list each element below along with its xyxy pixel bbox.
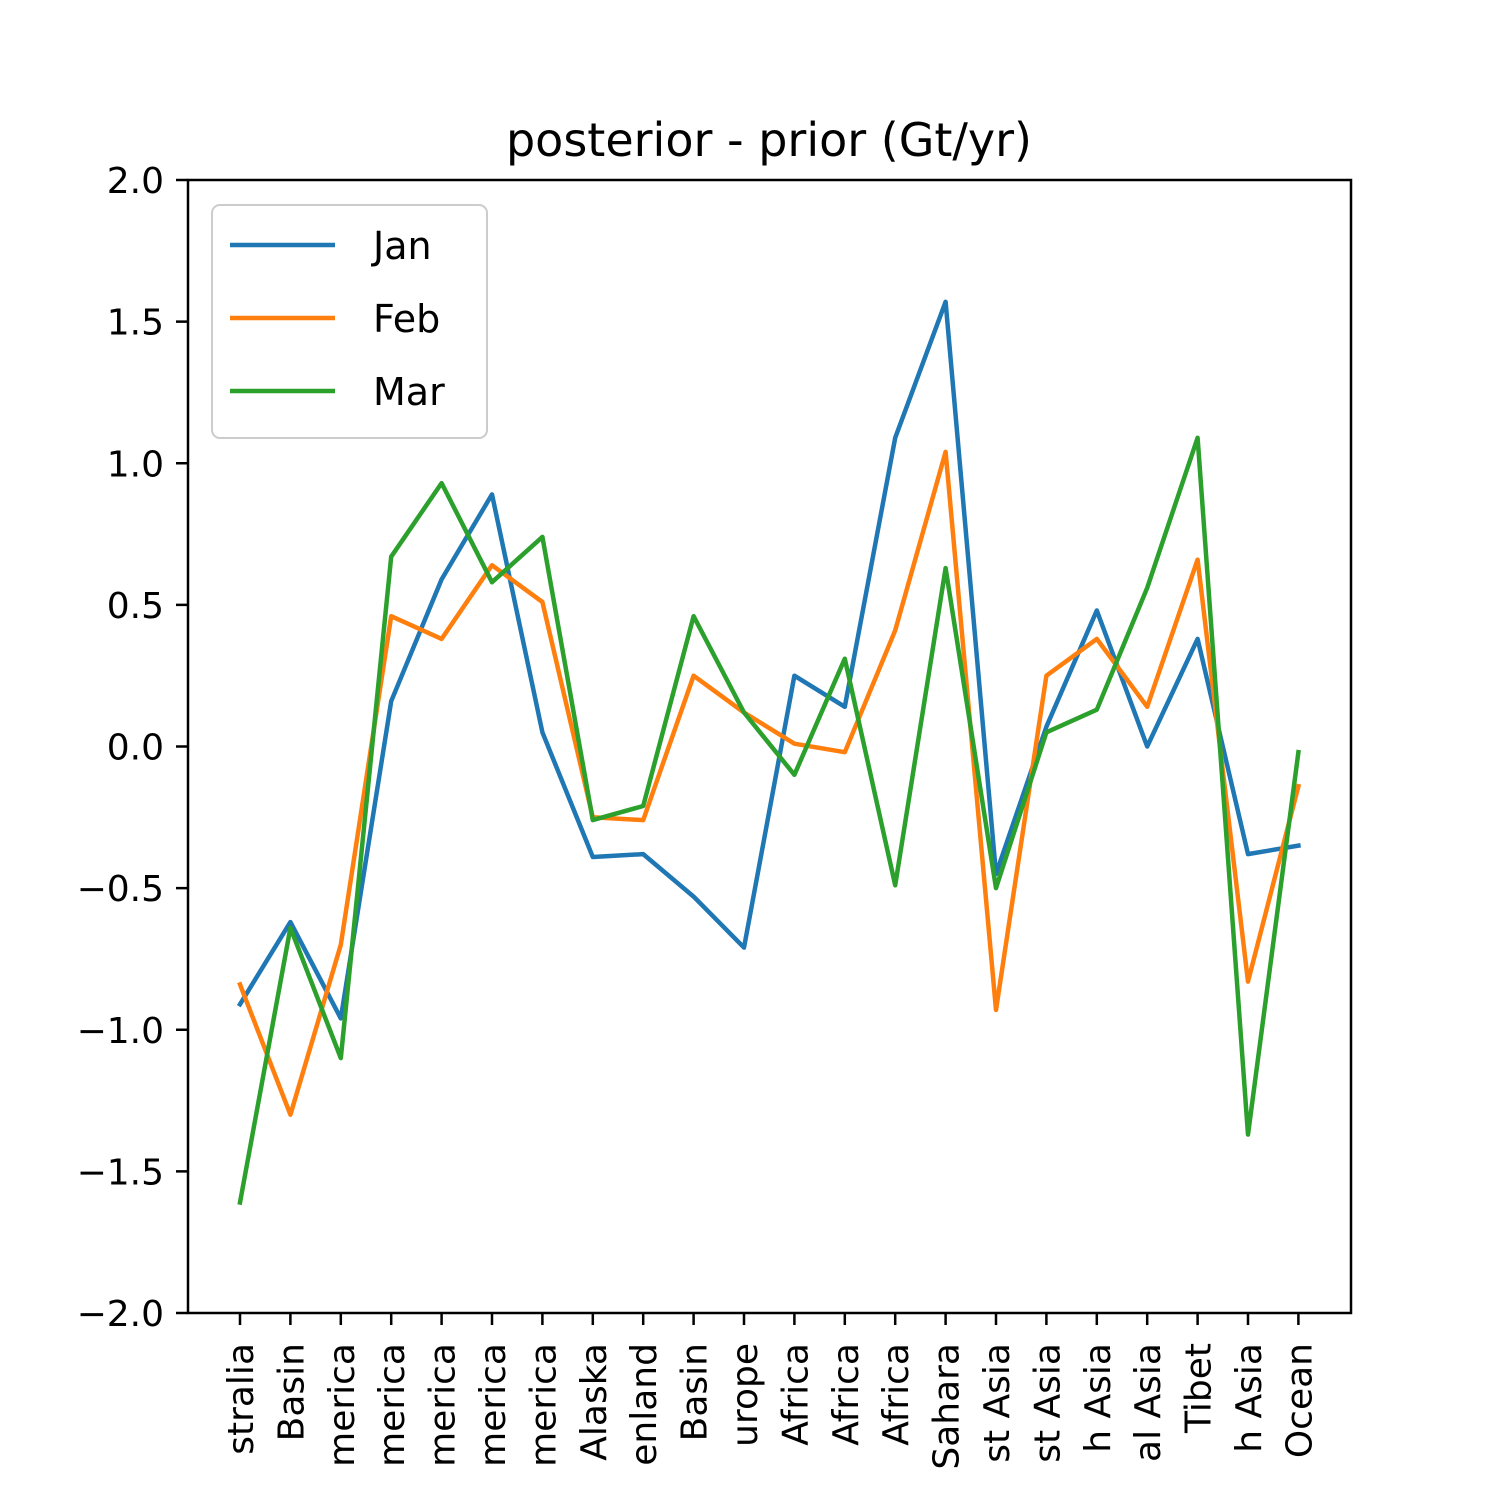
x-tick-label: Basin <box>271 1343 312 1441</box>
x-tick-label: Ocean <box>1279 1343 1320 1458</box>
x-tick-label: stralia <box>221 1343 262 1455</box>
y-tick-label: 1.0 <box>107 444 164 485</box>
x-tick-label: urope <box>725 1343 766 1447</box>
y-tick-label: −2.0 <box>77 1294 164 1335</box>
x-tick-label: Africa <box>826 1343 867 1446</box>
series-line-mar <box>237 435 1301 1206</box>
x-tick-label: h Asia <box>1229 1343 1270 1453</box>
x-tick-label: h Asia <box>1078 1343 1119 1453</box>
y-tick-label: −1.0 <box>77 1011 164 1052</box>
y-tick-label: 0.5 <box>107 586 164 627</box>
x-tick-label: merica <box>523 1343 564 1467</box>
x-tick-label: Africa <box>876 1343 917 1446</box>
x-tick-label: merica <box>473 1343 514 1467</box>
y-tick-label: −1.5 <box>77 1152 164 1193</box>
y-tick-label: 1.5 <box>107 303 164 344</box>
x-tick-label: Alaska <box>574 1343 615 1461</box>
y-axis: 2.0 1.5 1.0 0.5 0.0 −0.5 −1.0 −1.5 −2.0 <box>77 161 188 1335</box>
x-tick-label: merica <box>322 1343 363 1467</box>
x-tick-label: enland <box>624 1343 665 1466</box>
series-layer <box>236 299 1302 1206</box>
legend-box <box>211 204 488 439</box>
x-tick-label: Basin <box>675 1343 716 1441</box>
y-tick-label: 2.0 <box>107 161 164 202</box>
legend: Jan Feb Mar <box>211 204 488 439</box>
legend-label-feb: Feb <box>373 297 440 341</box>
x-tick-label: st Asia <box>977 1343 1018 1463</box>
x-tick-label: Sahara <box>927 1343 968 1470</box>
legend-label-mar: Mar <box>373 370 445 414</box>
x-tick-label: st Asia <box>1027 1343 1068 1463</box>
series-line-jan <box>236 299 1301 1021</box>
chart-title: posterior - prior (Gt/yr) <box>506 113 1032 167</box>
x-tick-label: merica <box>372 1343 413 1467</box>
x-tick-label: Africa <box>775 1343 816 1446</box>
x-tick-label: Tibet <box>1179 1343 1220 1434</box>
y-tick-label: 0.0 <box>107 728 164 769</box>
x-axis: stralia Basin merica merica merica merica meri… <box>221 1313 1320 1470</box>
series-line-feb <box>237 449 1302 1117</box>
y-tick-label: −0.5 <box>77 869 164 910</box>
x-tick-label: al Asia <box>1128 1343 1169 1462</box>
legend-label-jan: Jan <box>371 224 432 268</box>
x-tick-label: merica <box>423 1343 464 1467</box>
